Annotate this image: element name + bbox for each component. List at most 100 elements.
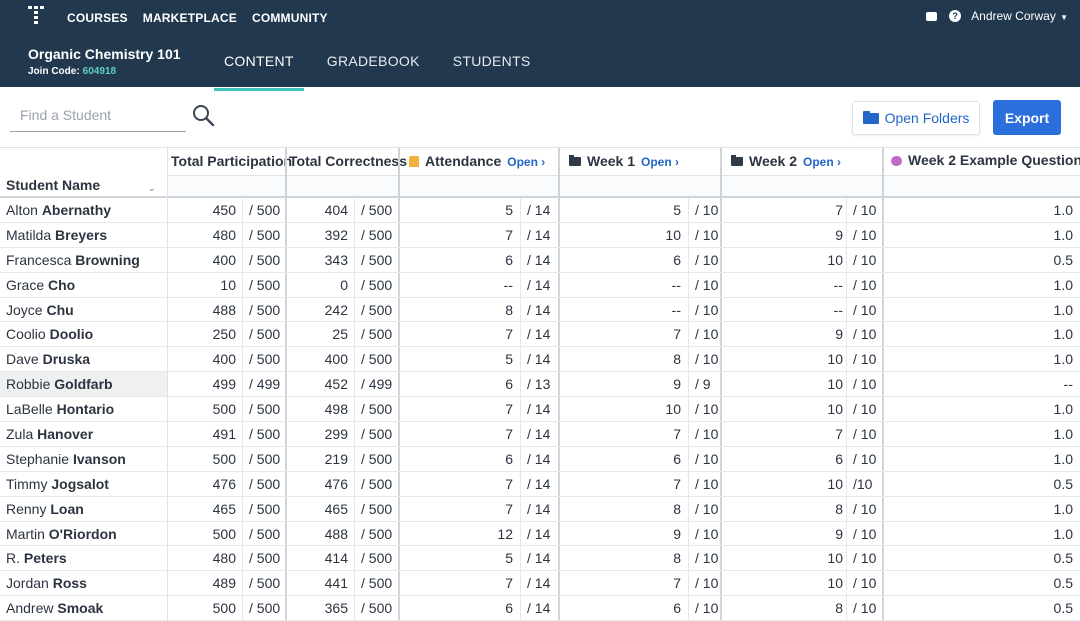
cell-part[interactable]: 500 [212,450,236,467]
cell-q[interactable]: 1.0 [1053,401,1073,418]
table-row[interactable]: Dave Druska 400/ 500 400/ 500 5/ 14 8/ 10 10/… [0,347,1080,373]
student-name[interactable]: Martin O'Riordon [0,522,167,546]
help-icon[interactable]: ? [949,10,962,22]
cell-att[interactable]: 6 [505,376,513,393]
cell-part[interactable]: 480 [212,226,236,243]
column-header-attendance[interactable]: Attendance Open › [399,148,559,198]
cell-w2[interactable]: 10 [827,475,843,492]
cell-corr[interactable]: 414 [324,550,348,567]
cell-w2[interactable]: 6 [835,450,843,467]
cell-w2[interactable]: 10 [827,376,843,393]
student-name[interactable]: LaBelle Hontario [0,397,167,421]
table-row[interactable]: Robbie Goldfarb 499 / 499 452 / 499 6 / 13 9 / 9… [0,372,1080,398]
cell-part[interactable]: 400 [212,251,236,268]
tab-content[interactable]: CONTENT [214,53,304,91]
cell-w1[interactable]: 7 [673,326,681,343]
cell-q[interactable]: 1.0 [1053,525,1073,542]
cell-q[interactable]: -- [1063,376,1073,393]
nav-community[interactable]: COMMUNITY [251,11,328,25]
cell-corr[interactable]: 299 [324,426,348,443]
cell-part[interactable]: 450 [212,202,236,218]
cell-w2[interactable]: 9 [835,326,843,343]
search-icon[interactable] [191,103,215,127]
cell-w1[interactable]: -- [671,301,681,318]
cell-corr[interactable]: 465 [324,500,348,517]
cell-corr[interactable]: 488 [324,525,348,542]
cell-att[interactable]: 6 [505,251,513,268]
table-row[interactable]: Jordan Ross 489/ 500 441/ 500 7/ 14 7/ 10 10/… [0,571,1080,597]
table-row[interactable]: Timmy Jogsalot 476 / 500 476 / 500 7 / 14 7 / 10… [0,471,1080,497]
student-name[interactable]: Dave Druska [0,347,167,371]
cell-w2[interactable]: 8 [835,600,843,617]
cell-q[interactable]: 0.5 [1053,251,1073,268]
table-row[interactable]: Alton Abernathy 450 / 500 404 / 500 5 / 14 5 / 1… [0,198,1080,223]
cell-w2[interactable]: 10 [827,550,843,567]
week1-open-link[interactable]: Open › [641,155,679,169]
cell-w2[interactable]: 10 [827,401,843,418]
student-name[interactable]: Robbie Goldfarb [0,372,167,397]
cell-part[interactable]: 499 [212,376,236,393]
cell-att[interactable]: 8 [505,301,513,318]
cell-w1[interactable]: 7 [673,426,681,443]
chat-icon[interactable] [926,11,938,21]
cell-corr[interactable]: 365 [324,600,348,617]
cell-w1[interactable]: 8 [673,550,681,567]
student-name[interactable]: R. Peters [0,546,167,570]
week2-open-link[interactable]: Open › [803,155,841,169]
cell-w2[interactable]: 10 [827,575,843,592]
table-row[interactable]: Matilda Breyers 480 / 500 392 / 500 7 / 14 10 / … [0,222,1080,248]
cell-w2[interactable]: 9 [835,226,843,243]
cell-corr[interactable]: 476 [324,475,348,492]
cell-att[interactable]: 7 [505,475,513,492]
table-row[interactable]: LaBelle Hontario 500/ 500 498/ 500 7/ 14 10/… [0,397,1080,423]
cell-corr[interactable]: 452 [324,376,348,393]
cell-w1[interactable]: 8 [673,500,681,517]
student-name[interactable]: Joyce Chu [0,298,167,322]
cell-w2[interactable]: 10 [827,351,843,368]
column-header-week2[interactable]: Week 2 Open › [721,148,883,198]
cell-w1[interactable]: 9 [673,525,681,542]
cell-q[interactable]: 1.0 [1053,351,1073,368]
student-name[interactable]: Francesca Browning [0,248,167,272]
cell-corr[interactable]: 25 [332,326,348,343]
cell-w2[interactable]: 7 [835,202,843,218]
student-name[interactable]: Zula Hanover [0,422,167,446]
cell-att[interactable]: 7 [505,226,513,243]
student-name[interactable]: Grace Cho [0,273,167,297]
cell-q[interactable]: 0.5 [1053,475,1073,492]
cell-w1[interactable]: 8 [673,351,681,368]
cell-part[interactable]: 500 [212,401,236,418]
cell-w1[interactable]: 10 [665,401,681,418]
cell-w1[interactable]: 6 [673,450,681,467]
cell-w1[interactable]: 6 [673,600,681,617]
student-name[interactable]: Stephanie Ivanson [0,447,167,471]
table-row[interactable]: Joyce Chu 488/ 500 242/ 500 8/ 14 --/ 10 -- / … [0,297,1080,323]
open-folders-button[interactable]: Open Folders [852,101,980,135]
cell-part[interactable]: 250 [212,326,236,343]
student-name[interactable]: Jordan Ross [0,571,167,595]
column-header-question[interactable]: Week 2 Example Question [883,148,1080,198]
tab-gradebook[interactable]: GRADEBOOK [326,53,420,69]
cell-q[interactable]: 1.0 [1053,450,1073,467]
cell-att[interactable]: 5 [505,550,513,567]
table-row[interactable]: Martin O'Riordon 500/ 500 488/ 500 12/ 14 9/… [0,521,1080,547]
cell-q[interactable]: 1.0 [1053,276,1073,293]
column-header-correctness[interactable]: Total Correctness [286,148,407,198]
cell-q[interactable]: 0.5 [1053,575,1073,592]
table-row[interactable]: Francesca Browning 400 / 500 343 / 500 6 / 14 6… [0,247,1080,273]
cell-corr[interactable]: 343 [324,251,348,268]
cell-w2[interactable]: 9 [835,525,843,542]
cell-q[interactable]: 0.5 [1053,550,1073,567]
cell-att[interactable]: 7 [505,426,513,443]
cell-part[interactable]: 480 [212,550,236,567]
export-button[interactable]: Export [993,100,1061,135]
cell-part[interactable]: 500 [212,525,236,542]
cell-w1[interactable]: 9 [673,376,681,393]
table-row[interactable]: Coolio Doolio 250/ 500 25/ 500 7/ 14 7/ 10 9/… [0,322,1080,348]
cell-w2[interactable]: -- [833,276,843,293]
student-name[interactable]: Matilda Breyers [0,223,167,247]
cell-q[interactable]: 0.5 [1053,600,1073,617]
attendance-open-link[interactable]: Open › [507,155,546,169]
cell-q[interactable]: 1.0 [1053,202,1073,218]
column-header-week1[interactable]: Week 1 Open › [559,148,721,198]
